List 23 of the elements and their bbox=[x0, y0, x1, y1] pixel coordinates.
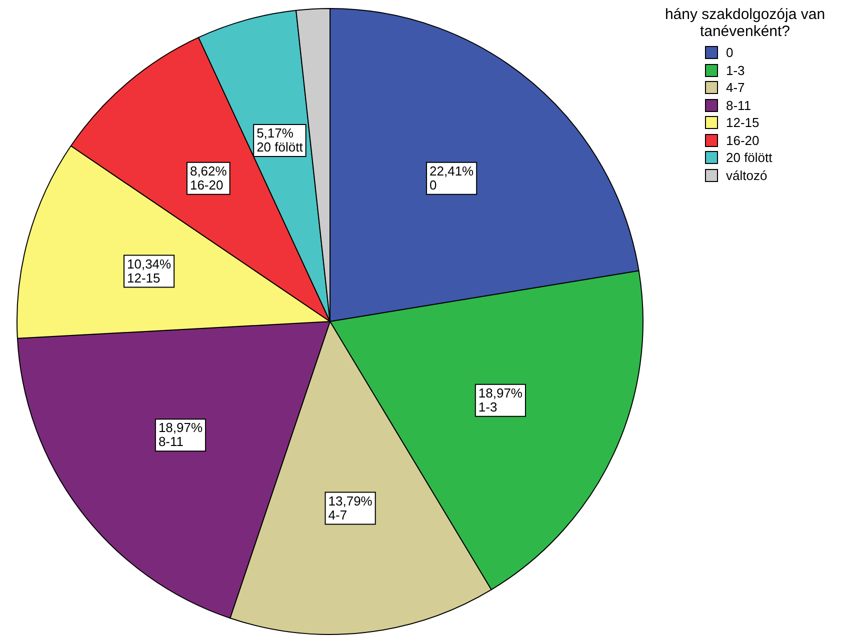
legend-label: 16-20 bbox=[726, 132, 760, 148]
legend-label: 20 fölött bbox=[726, 150, 772, 166]
data-label: 5,17% bbox=[256, 126, 294, 141]
data-label: 22,41% bbox=[430, 163, 474, 178]
slice-label: 20 fölött bbox=[256, 140, 304, 155]
legend-label: változó bbox=[726, 168, 768, 183]
data-label: 18,97% bbox=[158, 420, 203, 436]
slice-label: 16-20 bbox=[190, 177, 224, 192]
data-label: 18,97% bbox=[478, 385, 523, 400]
legend-label: 4-7 bbox=[726, 80, 745, 96]
legend-label: 12-15 bbox=[726, 115, 760, 130]
data-label: 8,62% bbox=[190, 163, 228, 178]
legend-label: 1-3 bbox=[726, 62, 745, 78]
slice-label: 0 bbox=[430, 177, 437, 192]
slice-label: 4-7 bbox=[328, 507, 348, 522]
data-label: 10,34% bbox=[127, 256, 172, 272]
slice-label: 8-11 bbox=[158, 434, 184, 450]
slice-label: 12-15 bbox=[127, 270, 160, 286]
data-label: 13,79% bbox=[328, 493, 373, 508]
legend-label: 8-11 bbox=[726, 98, 752, 113]
legend-label: 0 bbox=[726, 45, 734, 60]
slice-label: 1-3 bbox=[478, 399, 498, 414]
legend-title: hány szakdolgozója van tanévenként? bbox=[664, 6, 826, 40]
